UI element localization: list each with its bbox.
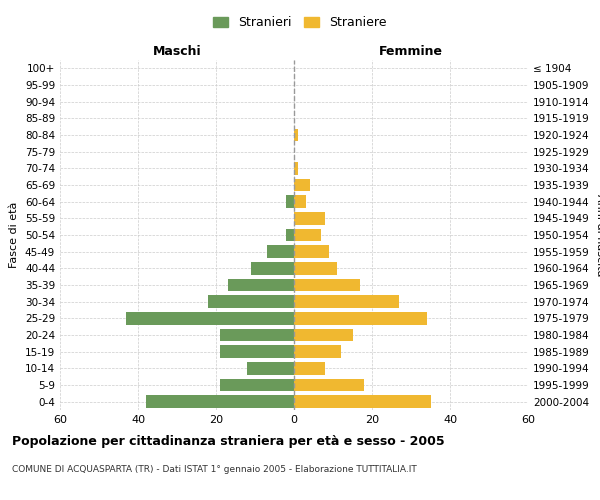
- Bar: [286, 229, 294, 241]
- Bar: [266, 246, 294, 258]
- Bar: [220, 346, 294, 358]
- Bar: [220, 329, 294, 341]
- Bar: [294, 129, 298, 141]
- Bar: [294, 379, 364, 391]
- Bar: [294, 162, 298, 174]
- Bar: [294, 262, 337, 274]
- Bar: [294, 362, 325, 374]
- Text: Popolazione per cittadinanza straniera per età e sesso - 2005: Popolazione per cittadinanza straniera p…: [12, 435, 445, 448]
- Bar: [294, 179, 310, 192]
- Bar: [251, 262, 294, 274]
- Y-axis label: Fasce di età: Fasce di età: [10, 202, 19, 268]
- Bar: [294, 279, 360, 291]
- Bar: [220, 379, 294, 391]
- Bar: [294, 196, 306, 208]
- Bar: [228, 279, 294, 291]
- Bar: [294, 246, 329, 258]
- Bar: [294, 329, 353, 341]
- Y-axis label: Anni di nascita: Anni di nascita: [595, 194, 600, 276]
- Bar: [247, 362, 294, 374]
- Bar: [294, 296, 400, 308]
- Bar: [127, 312, 294, 324]
- Bar: [294, 212, 325, 224]
- Bar: [294, 229, 322, 241]
- Bar: [294, 346, 341, 358]
- Bar: [294, 396, 431, 408]
- Text: Femmine: Femmine: [379, 46, 443, 59]
- Legend: Stranieri, Straniere: Stranieri, Straniere: [208, 11, 392, 34]
- Bar: [208, 296, 294, 308]
- Text: COMUNE DI ACQUASPARTA (TR) - Dati ISTAT 1° gennaio 2005 - Elaborazione TUTTITALI: COMUNE DI ACQUASPARTA (TR) - Dati ISTAT …: [12, 465, 417, 474]
- Bar: [146, 396, 294, 408]
- Text: Maschi: Maschi: [152, 46, 202, 59]
- Bar: [294, 312, 427, 324]
- Bar: [286, 196, 294, 208]
